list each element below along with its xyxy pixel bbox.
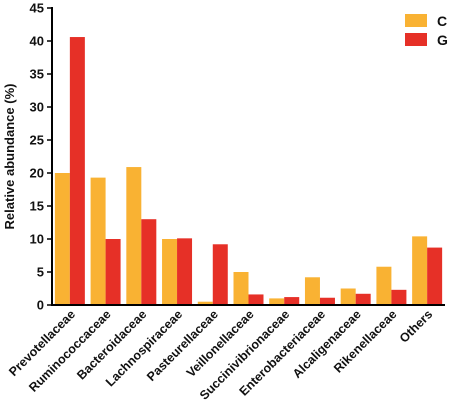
bar-C-others xyxy=(412,236,428,305)
y-tick-label: 10 xyxy=(30,232,44,247)
bar-C-veillonellaceae xyxy=(233,272,249,305)
bar-C-rikenellaceae xyxy=(376,266,392,305)
legend-swatch-C xyxy=(405,14,427,27)
legend: CG xyxy=(405,13,448,48)
y-tick-label: 20 xyxy=(30,166,44,181)
legend-swatch-G xyxy=(405,33,427,46)
y-tick-label: 0 xyxy=(37,298,44,313)
bar-G-enterobacteriaceae xyxy=(319,297,335,305)
x-category-label: Rikenellaceae xyxy=(331,307,399,375)
bars-group xyxy=(54,37,443,305)
y-tick-label: 40 xyxy=(30,34,44,49)
x-category-label: Others xyxy=(397,307,435,345)
bar-C-pasteurellaceae xyxy=(197,301,213,305)
bar-G-succinivibrionaceae xyxy=(284,297,300,305)
bar-C-prevotellaceae xyxy=(54,173,70,305)
bar-C-lachnospiraceae xyxy=(162,239,178,305)
bar-G-bacteroidaceae xyxy=(141,219,157,305)
bar-G-lachnospiraceae xyxy=(177,238,193,305)
bar-G-ruminococcaceae xyxy=(105,239,121,305)
y-axis-title: Relative abundance (%) xyxy=(2,84,17,230)
y-tick-label: 30 xyxy=(30,100,44,115)
bar-G-others xyxy=(427,247,443,305)
y-tick-label: 15 xyxy=(30,199,44,214)
bar-C-bacteroidaceae xyxy=(126,167,142,305)
legend-label-C: C xyxy=(437,13,447,29)
bar-G-alcaligenaceae xyxy=(355,293,371,305)
bar-G-prevotellaceae xyxy=(69,37,85,305)
bar-C-succinivibrionaceae xyxy=(269,298,285,305)
x-axis-labels: PrevotellaceaeRuminococcaceaeBacteroidac… xyxy=(6,307,435,402)
y-tick-label: 25 xyxy=(30,133,44,148)
bar-G-rikenellaceae xyxy=(391,289,407,305)
bar-C-alcaligenaceae xyxy=(340,288,356,305)
y-tick-label: 5 xyxy=(37,265,44,280)
y-tick-label: 45 xyxy=(30,1,44,16)
bar-G-pasteurellaceae xyxy=(212,244,228,305)
legend-label-G: G xyxy=(437,32,448,48)
bar-C-enterobacteriaceae xyxy=(304,277,320,305)
bar-C-ruminococcaceae xyxy=(90,177,106,305)
y-tick-label: 35 xyxy=(30,67,44,82)
bar-G-veillonellaceae xyxy=(248,294,264,305)
y-axis-ticks: 0 5 10 15 20 25 30 35 40 45 xyxy=(30,1,52,313)
